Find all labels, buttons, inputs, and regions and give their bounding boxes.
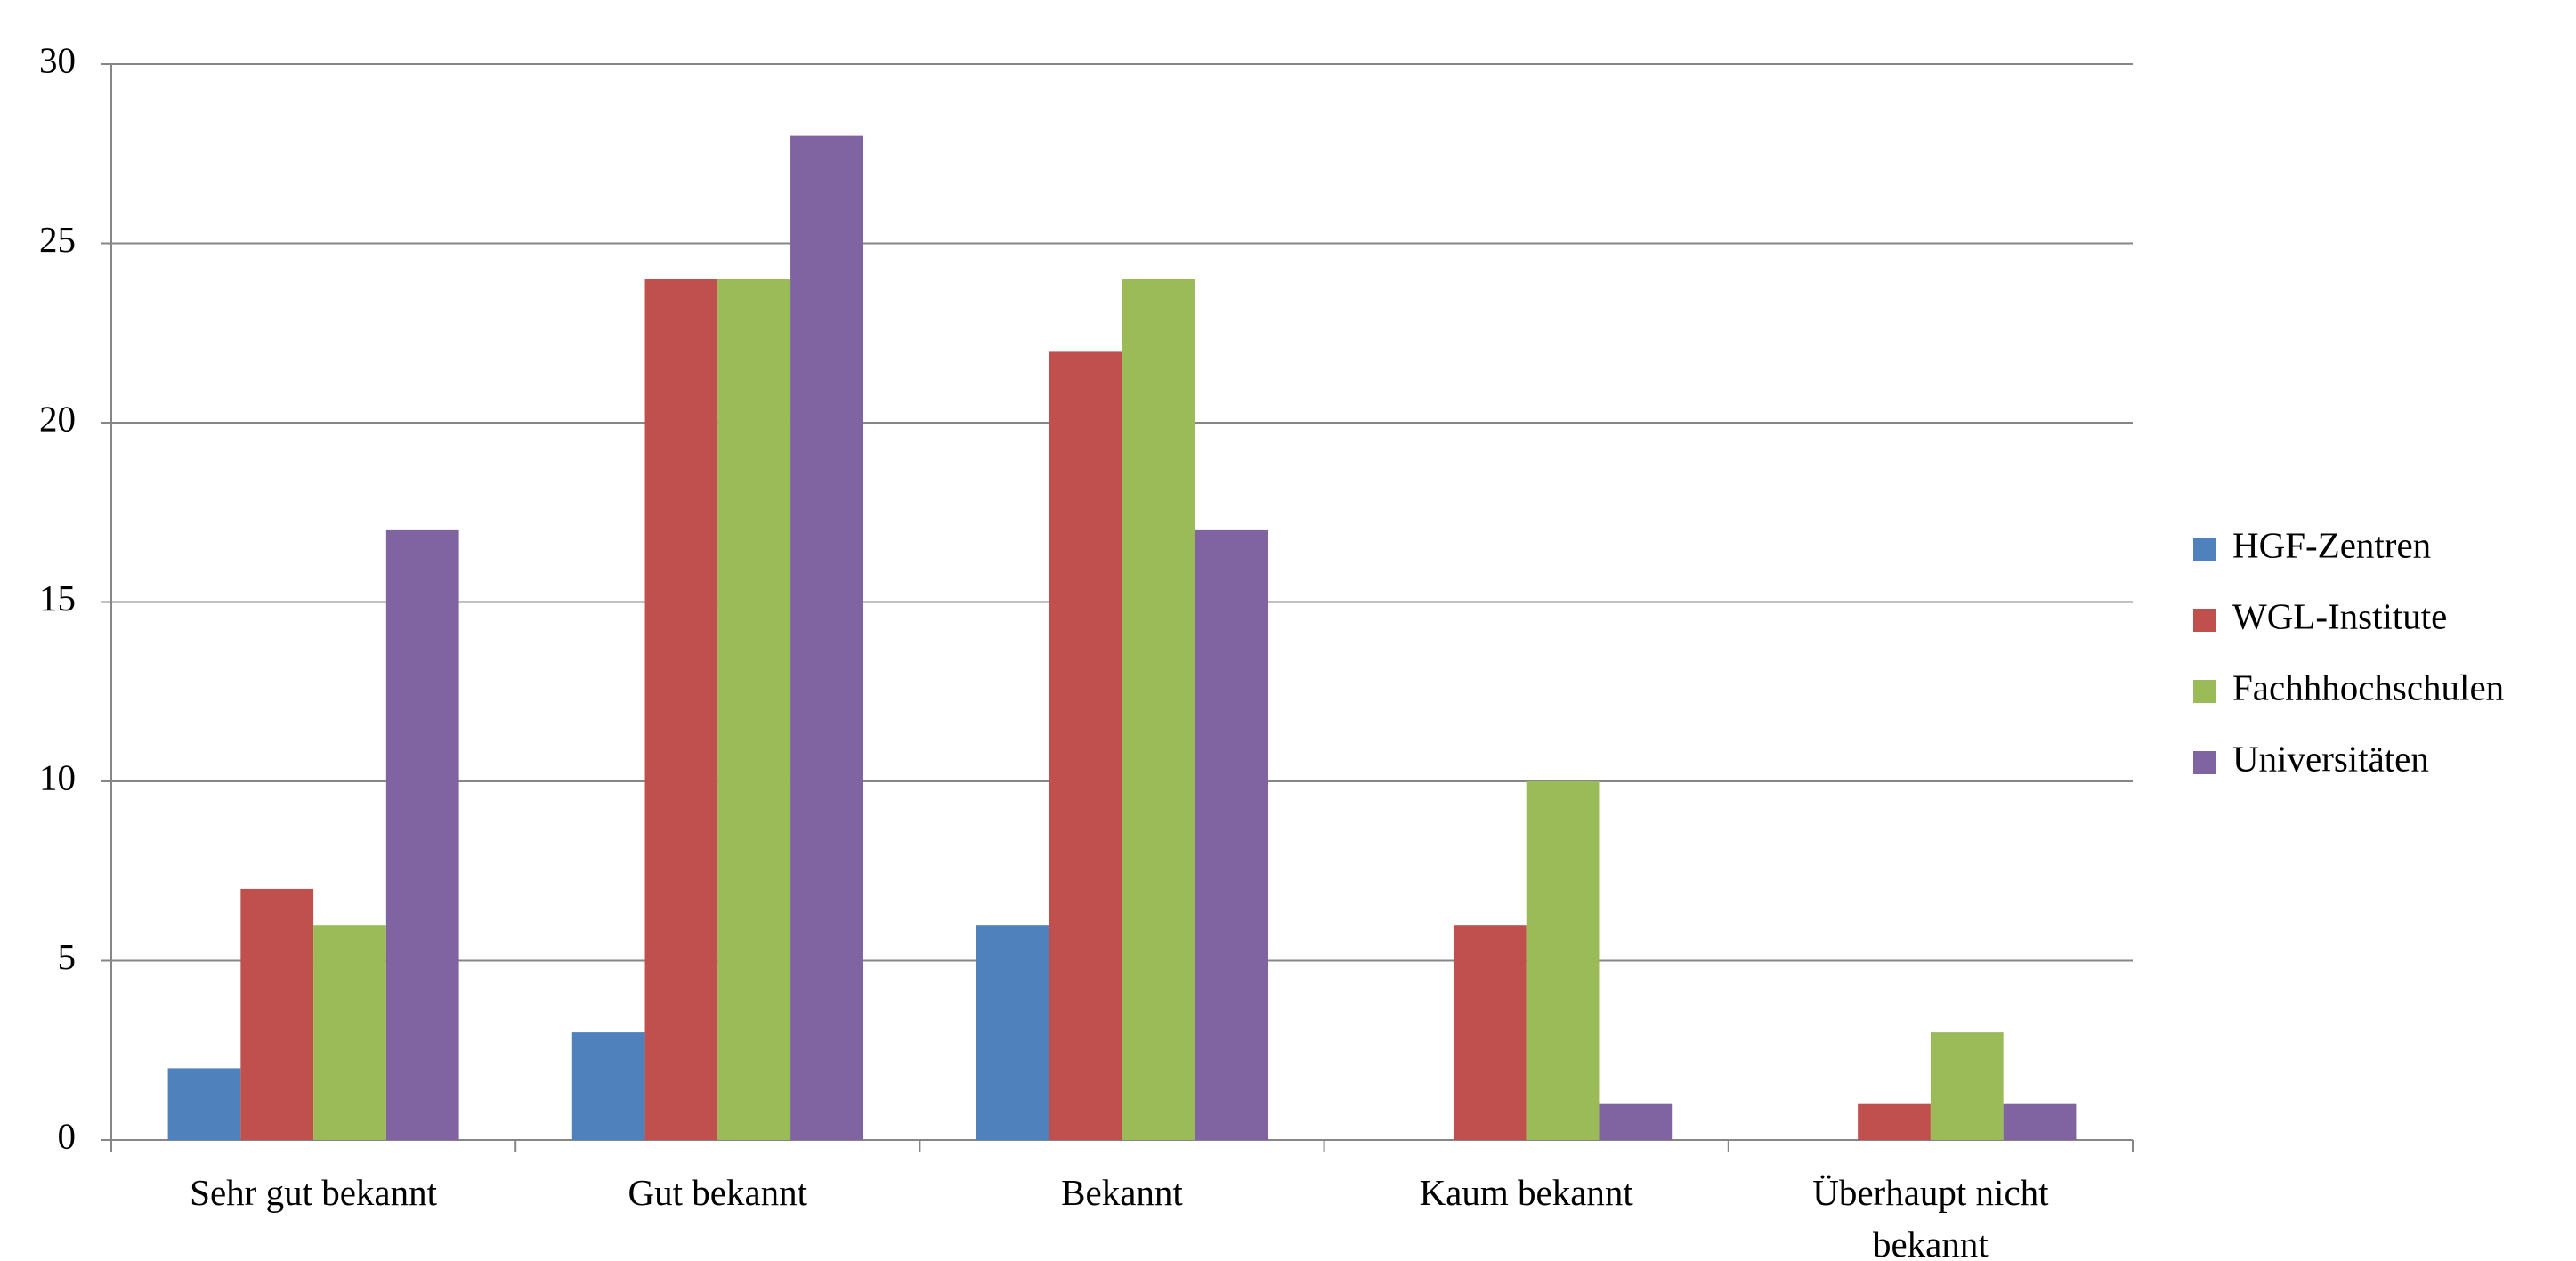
- bar: [571, 1032, 645, 1140]
- bar: [976, 925, 1049, 1140]
- bar: [1599, 1103, 1673, 1140]
- bar: [1858, 1103, 1931, 1140]
- bar: [1526, 781, 1600, 1140]
- y-tick-label: 5: [58, 936, 77, 977]
- legend-label: Fachhhochschulen: [2232, 667, 2504, 707]
- bar: [240, 888, 314, 1140]
- legend-label: Universitäten: [2232, 738, 2429, 779]
- bar: [1049, 351, 1122, 1140]
- legend-swatch: [2193, 609, 2216, 632]
- bar: [1930, 1032, 2004, 1140]
- legend-swatch: [2193, 680, 2216, 703]
- bar: [1453, 925, 1527, 1140]
- y-tick-label: 15: [39, 578, 76, 618]
- y-tick-label: 30: [39, 39, 76, 80]
- x-tick-label: Kaum bekannt: [1419, 1172, 1633, 1213]
- bar: [2003, 1103, 2077, 1140]
- legend-label: HGF-Zentren: [2232, 524, 2431, 565]
- legend-swatch: [2193, 538, 2216, 561]
- bar: [385, 529, 459, 1140]
- bar: [790, 135, 863, 1141]
- bar: [1122, 279, 1195, 1140]
- y-tick-label: 25: [39, 219, 76, 260]
- bar: [313, 925, 386, 1140]
- bar: [644, 279, 718, 1140]
- legend-swatch: [2193, 751, 2216, 774]
- x-tick-label: Überhaupt nicht bekannt: [1812, 1172, 2049, 1261]
- x-tick-label: Bekannt: [1061, 1172, 1183, 1213]
- legend-label: WGL-Institute: [2232, 595, 2447, 636]
- x-tick-label: Sehr gut bekannt: [190, 1172, 438, 1213]
- bar: [167, 1068, 241, 1140]
- y-tick-label: 20: [39, 398, 76, 439]
- y-tick-label: 0: [58, 1115, 77, 1156]
- y-tick-label: 10: [39, 756, 76, 797]
- bar: [1195, 529, 1268, 1140]
- x-tick-label: Gut bekannt: [628, 1172, 808, 1213]
- bar: [717, 279, 791, 1140]
